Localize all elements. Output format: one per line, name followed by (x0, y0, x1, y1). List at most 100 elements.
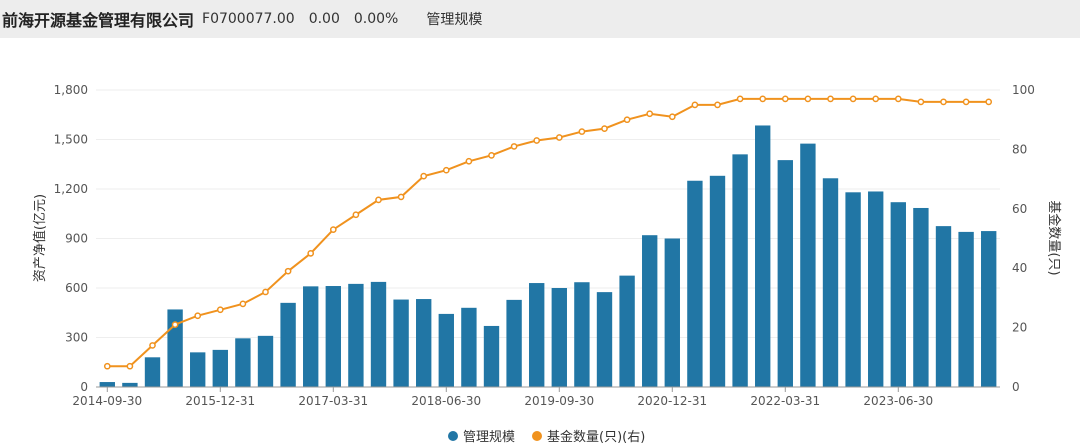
line-point (985, 98, 993, 106)
y-tick-label: 1,200 (54, 182, 88, 196)
line-point (962, 98, 970, 106)
bar (732, 154, 748, 387)
line-point (126, 362, 134, 370)
x-tick-label: 2017-03-31 (298, 394, 368, 408)
line-point (262, 288, 269, 296)
line-point (171, 321, 179, 328)
y-tick-label: 900 (65, 232, 88, 246)
x-tick-label: 2018-06-30 (411, 394, 481, 408)
bar (574, 282, 590, 387)
line-point (329, 226, 337, 233)
bar (890, 202, 906, 387)
bar (687, 180, 703, 387)
bar (212, 349, 228, 387)
change-value: 0.00 (308, 11, 340, 27)
bar (235, 338, 251, 387)
bar (777, 160, 793, 387)
bar (913, 207, 929, 387)
y-tick-label: 0 (80, 380, 88, 394)
management-scale-chart: 0 300 600 900 1,200 1,500 1,800 0 20 40 60 80 100 201… (32, 83, 1062, 445)
bar (642, 235, 658, 387)
line-point (736, 95, 744, 103)
bar (935, 226, 952, 387)
bar (755, 125, 771, 387)
bar (664, 238, 680, 387)
line-point (375, 196, 382, 204)
y-tick-label: 1,500 (54, 133, 88, 147)
bar (122, 382, 138, 387)
line-point (465, 157, 473, 165)
line-point (578, 128, 586, 135)
fund-code: F0700077.00 (202, 11, 295, 27)
bar (99, 382, 115, 387)
bar (506, 299, 522, 387)
line-point (601, 125, 608, 132)
bar (958, 231, 974, 387)
bar (348, 283, 364, 387)
y2-tick-label: 60 (1012, 202, 1027, 216)
line-point (216, 306, 224, 314)
metric-label[interactable]: 管理规模 (426, 12, 483, 28)
line-point (397, 193, 405, 201)
bar (868, 191, 884, 387)
line-point (714, 101, 721, 109)
line-point (827, 95, 834, 103)
y-tick-label: 1,800 (54, 83, 88, 97)
line-point (759, 95, 767, 103)
header-bar: 前海开源基金管理有限公司 F0700077.00 0.00 0.00% 管理规模 (0, 0, 1080, 38)
line-point (194, 312, 202, 320)
company-name: 前海开源基金管理有限公司 (2, 11, 195, 30)
bar (438, 313, 454, 387)
bar (167, 309, 183, 387)
y2-axis-label: 基金数量(只) (1046, 200, 1062, 275)
legend-label-line[interactable]: 基金数量(只)(右) (547, 429, 645, 445)
bar (619, 275, 635, 387)
x-tick-label: 2023-06-30 (863, 394, 933, 408)
line-point (149, 342, 156, 349)
line-point (917, 98, 925, 106)
line-point (691, 101, 699, 109)
x-tick-label: 2022-03-31 (750, 394, 820, 408)
line-point (442, 166, 450, 174)
bar (393, 299, 409, 387)
x-tick-label: 2014-09-30 (72, 394, 142, 408)
line-point (849, 95, 857, 103)
line-point (894, 95, 902, 103)
bar (800, 143, 816, 387)
bar (416, 299, 432, 387)
line-point (668, 113, 676, 121)
line-point (533, 137, 541, 144)
y2-tick-label: 80 (1012, 142, 1027, 156)
bar (303, 286, 319, 387)
line-point (239, 300, 247, 308)
fund-count-line (107, 97, 989, 368)
change-percent: 0.00% (353, 11, 399, 27)
y-axis-label: 资产净值(亿元) (32, 194, 48, 282)
bar (144, 357, 161, 387)
legend-marker-bar (448, 431, 458, 441)
bar (709, 175, 726, 387)
legend: 管理规模 基金数量(只)(右) (448, 429, 645, 445)
y-tick-label: 300 (65, 331, 88, 345)
bar (370, 281, 387, 387)
bar (822, 178, 839, 387)
line-point (352, 211, 360, 219)
bar (280, 302, 296, 387)
bar (257, 335, 274, 387)
line-point (510, 143, 518, 150)
y2-tick-label: 0 (1012, 380, 1020, 394)
line-point (420, 172, 428, 180)
line-point (555, 134, 563, 141)
y2-tick-label: 40 (1012, 261, 1027, 275)
legend-label-bar[interactable]: 管理规模 (463, 430, 515, 445)
line-point (804, 95, 812, 103)
bar (190, 352, 206, 387)
legend-marker-line (532, 431, 542, 441)
bar (529, 283, 545, 387)
line-point (488, 151, 495, 159)
line-point (940, 98, 947, 106)
bar (461, 307, 477, 387)
line-point (284, 267, 292, 275)
x-tick-label: 2019-09-30 (524, 394, 594, 408)
line-point (103, 362, 111, 370)
